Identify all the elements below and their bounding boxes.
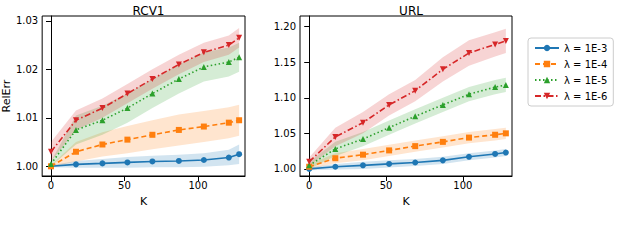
svg-text:1.02: 1.02 <box>16 64 38 75</box>
svg-text:50: 50 <box>118 180 131 191</box>
svg-text:100: 100 <box>188 180 207 191</box>
svg-text:K: K <box>140 195 148 208</box>
svg-text:0: 0 <box>306 180 312 191</box>
svg-text:100: 100 <box>453 180 472 191</box>
svg-text:1.00: 1.00 <box>16 161 38 172</box>
svg-text:RCV1: RCV1 <box>133 4 165 18</box>
svg-text:1.05: 1.05 <box>274 128 296 139</box>
svg-text:λ = 1E-4: λ = 1E-4 <box>564 59 607 70</box>
svg-text:0: 0 <box>48 180 54 191</box>
svg-text:URL: URL <box>399 4 423 18</box>
svg-text:1.03: 1.03 <box>16 15 38 26</box>
svg-text:RelErr: RelErr <box>0 79 13 112</box>
svg-text:λ = 1E-3: λ = 1E-3 <box>564 43 607 54</box>
svg-text:1.10: 1.10 <box>274 92 296 103</box>
svg-text:1.15: 1.15 <box>274 57 296 68</box>
svg-text:λ = 1E-5: λ = 1E-5 <box>564 75 607 86</box>
svg-text:K: K <box>402 195 410 208</box>
svg-text:50: 50 <box>380 180 393 191</box>
svg-text:1.20: 1.20 <box>274 21 296 32</box>
svg-text:1.00: 1.00 <box>274 163 296 174</box>
svg-text:1.01: 1.01 <box>16 112 38 123</box>
svg-text:λ = 1E-6: λ = 1E-6 <box>564 91 607 102</box>
